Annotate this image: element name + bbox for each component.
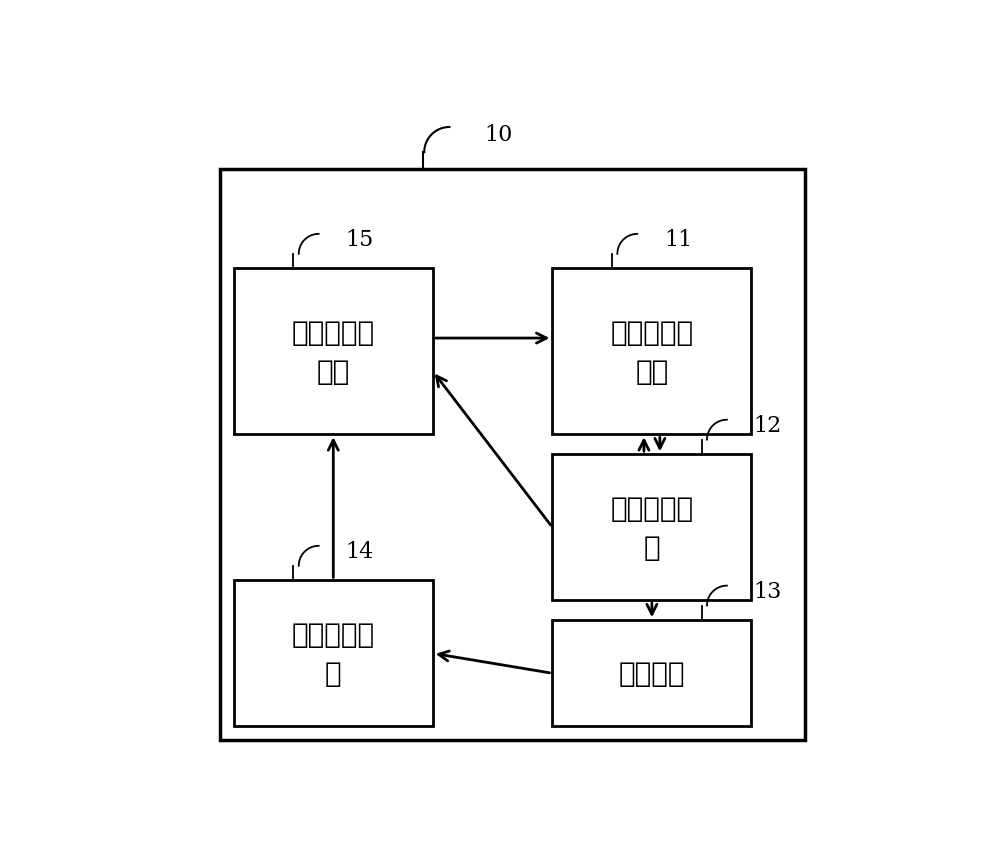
Text: 15: 15 xyxy=(345,229,373,251)
Text: 翻转控制模
块: 翻转控制模 块 xyxy=(292,620,375,687)
Text: 10: 10 xyxy=(485,123,513,146)
Text: 查找模块: 查找模块 xyxy=(619,660,685,687)
Text: 判断控制模
块: 判断控制模 块 xyxy=(610,494,693,561)
Bar xyxy=(234,269,433,435)
Bar xyxy=(234,580,433,727)
Bar xyxy=(552,621,751,727)
Text: 12: 12 xyxy=(753,414,782,437)
Bar xyxy=(552,269,751,435)
Text: 14: 14 xyxy=(345,541,373,562)
Text: 11: 11 xyxy=(664,229,692,251)
Bar xyxy=(220,170,805,740)
Text: 13: 13 xyxy=(753,580,782,602)
Text: 数据序列寄
存器: 数据序列寄 存器 xyxy=(292,319,375,386)
Bar xyxy=(552,455,751,601)
Text: 伴随式计算
模块: 伴随式计算 模块 xyxy=(610,319,693,386)
